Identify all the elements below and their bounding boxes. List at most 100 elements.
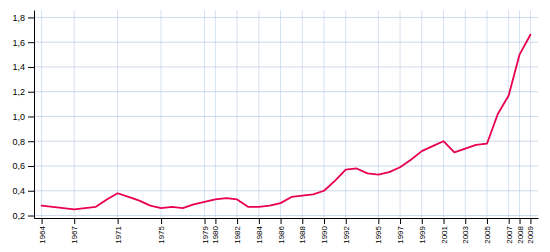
grid-line	[486, 10, 487, 218]
x-tick-mark	[302, 218, 303, 224]
x-tick-label: 1999	[418, 225, 427, 243]
y-tick-label: 1,2	[12, 87, 25, 97]
x-tick-mark	[400, 218, 401, 224]
grid-line	[378, 10, 379, 218]
x-tick-label: 1986	[277, 225, 286, 243]
x-tick-label: 1997	[396, 225, 405, 243]
grid-line	[421, 10, 422, 218]
y-tick: 1,4	[12, 62, 34, 72]
y-tick-mark	[28, 141, 34, 142]
grid-line	[443, 10, 444, 218]
grid-line	[74, 10, 75, 218]
y-tick: 0,2	[12, 211, 34, 221]
grid-line	[302, 10, 303, 218]
grid-line	[34, 17, 538, 18]
x-tick: 2007	[505, 218, 514, 244]
x-tick-mark	[346, 218, 347, 224]
grid-line	[34, 215, 538, 216]
x-tick-label: 1975	[157, 225, 166, 243]
x-tick: 1967	[70, 218, 79, 244]
y-tick-label: 0,4	[12, 186, 25, 196]
plot: 1964 1967 1971 1975 19791980 1982 1984 1986 1988…	[12, 10, 538, 244]
grid-line	[519, 10, 520, 218]
x-tick: 2005	[483, 218, 492, 244]
x-tick: 2003	[461, 218, 470, 244]
y-tick-label: 1,0	[12, 112, 25, 122]
x-tick-label: 2005	[483, 225, 492, 243]
y-tick: 0,4	[12, 186, 34, 196]
y-tick-label: 0,2	[12, 211, 25, 221]
x-tick-mark	[281, 218, 282, 224]
y-tick: 1,0	[12, 112, 34, 122]
grid-line	[161, 10, 162, 218]
y-tick-mark	[28, 116, 34, 117]
y-tick-mark	[28, 216, 34, 217]
x-tick: 2001	[440, 218, 449, 244]
marks	[42, 35, 531, 210]
grid-line	[34, 116, 538, 117]
y-tick-mark	[28, 92, 34, 93]
grid-line	[530, 10, 531, 218]
x-tick: 1964	[38, 218, 47, 244]
x-tick-label: 2003	[461, 225, 470, 243]
grid	[34, 10, 538, 218]
x-tick: 1999	[418, 218, 427, 244]
x-tick: 1979	[201, 218, 210, 244]
x-tick-label: 1964	[38, 225, 47, 243]
y-tick: 0,8	[12, 137, 34, 147]
y-tick-mark	[28, 17, 34, 18]
grid-line	[34, 42, 538, 43]
x-tick-mark	[259, 218, 260, 224]
x-tick: 1990	[320, 218, 329, 244]
x-tick-label: 1990	[320, 225, 329, 243]
y-tick-mark	[28, 166, 34, 167]
y-tick: 1,2	[12, 87, 34, 97]
x-tick: 1992	[342, 218, 351, 244]
grid-line	[400, 10, 401, 218]
x-tick-mark	[215, 218, 216, 224]
x-tick-mark	[422, 218, 423, 224]
grid-line	[34, 141, 538, 142]
x-tick-mark	[444, 218, 445, 224]
x-tick-label: 1992	[342, 225, 351, 243]
grid-line	[280, 10, 281, 218]
x-axis: 1964 1967 1971 1975 19791980 1982 1984 1986 1988…	[35, 218, 539, 244]
grid-line	[34, 66, 538, 67]
x-tick: 1997	[396, 218, 405, 244]
x-tick: 2008	[516, 218, 525, 244]
grid-line	[41, 10, 42, 218]
x-tick-mark	[520, 218, 521, 224]
y-tick-label: 0,8	[12, 137, 25, 147]
grid-line	[508, 10, 509, 218]
x-tick: 1971	[114, 218, 123, 244]
x-tick-mark	[205, 218, 206, 224]
x-tick: 1986	[277, 218, 286, 244]
y-tick-label: 0,6	[12, 161, 25, 171]
grid-line	[34, 91, 538, 92]
y-tick-mark	[28, 191, 34, 192]
x-tick-label: 1979	[201, 225, 210, 243]
chart: 1964 1967 1971 1975 19791980 1982 1984 1986 1988…	[0, 0, 550, 252]
x-tick-label: 1980	[211, 225, 220, 243]
x-tick-mark	[324, 218, 325, 224]
x-tick-label: 2009	[526, 225, 535, 243]
x-tick-label: 1988	[298, 225, 307, 243]
x-tick-label: 1984	[255, 225, 264, 243]
x-tick-mark	[487, 218, 488, 224]
grid-line	[324, 10, 325, 218]
grid-line	[258, 10, 259, 218]
x-tick-label: 1967	[70, 225, 79, 243]
y-axis-line	[34, 11, 35, 219]
x-tick: 2009	[526, 218, 535, 244]
y-tick-label: 1,6	[12, 38, 25, 48]
y-tick-label: 1,8	[12, 13, 25, 23]
y-axis: 0,2 0,4 0,6 0,8 1,0 1,2 1,4 1,6 1,8	[12, 11, 34, 221]
x-tick-mark	[118, 218, 119, 224]
x-tick-mark	[42, 218, 43, 224]
x-tick-label: 1995	[374, 225, 383, 243]
x-tick-label: 2008	[516, 225, 525, 243]
x-tick-label: 2001	[440, 225, 449, 243]
x-tick: 1980	[211, 218, 220, 244]
x-tick-mark	[237, 218, 238, 224]
x-tick-label: 1982	[233, 225, 242, 243]
